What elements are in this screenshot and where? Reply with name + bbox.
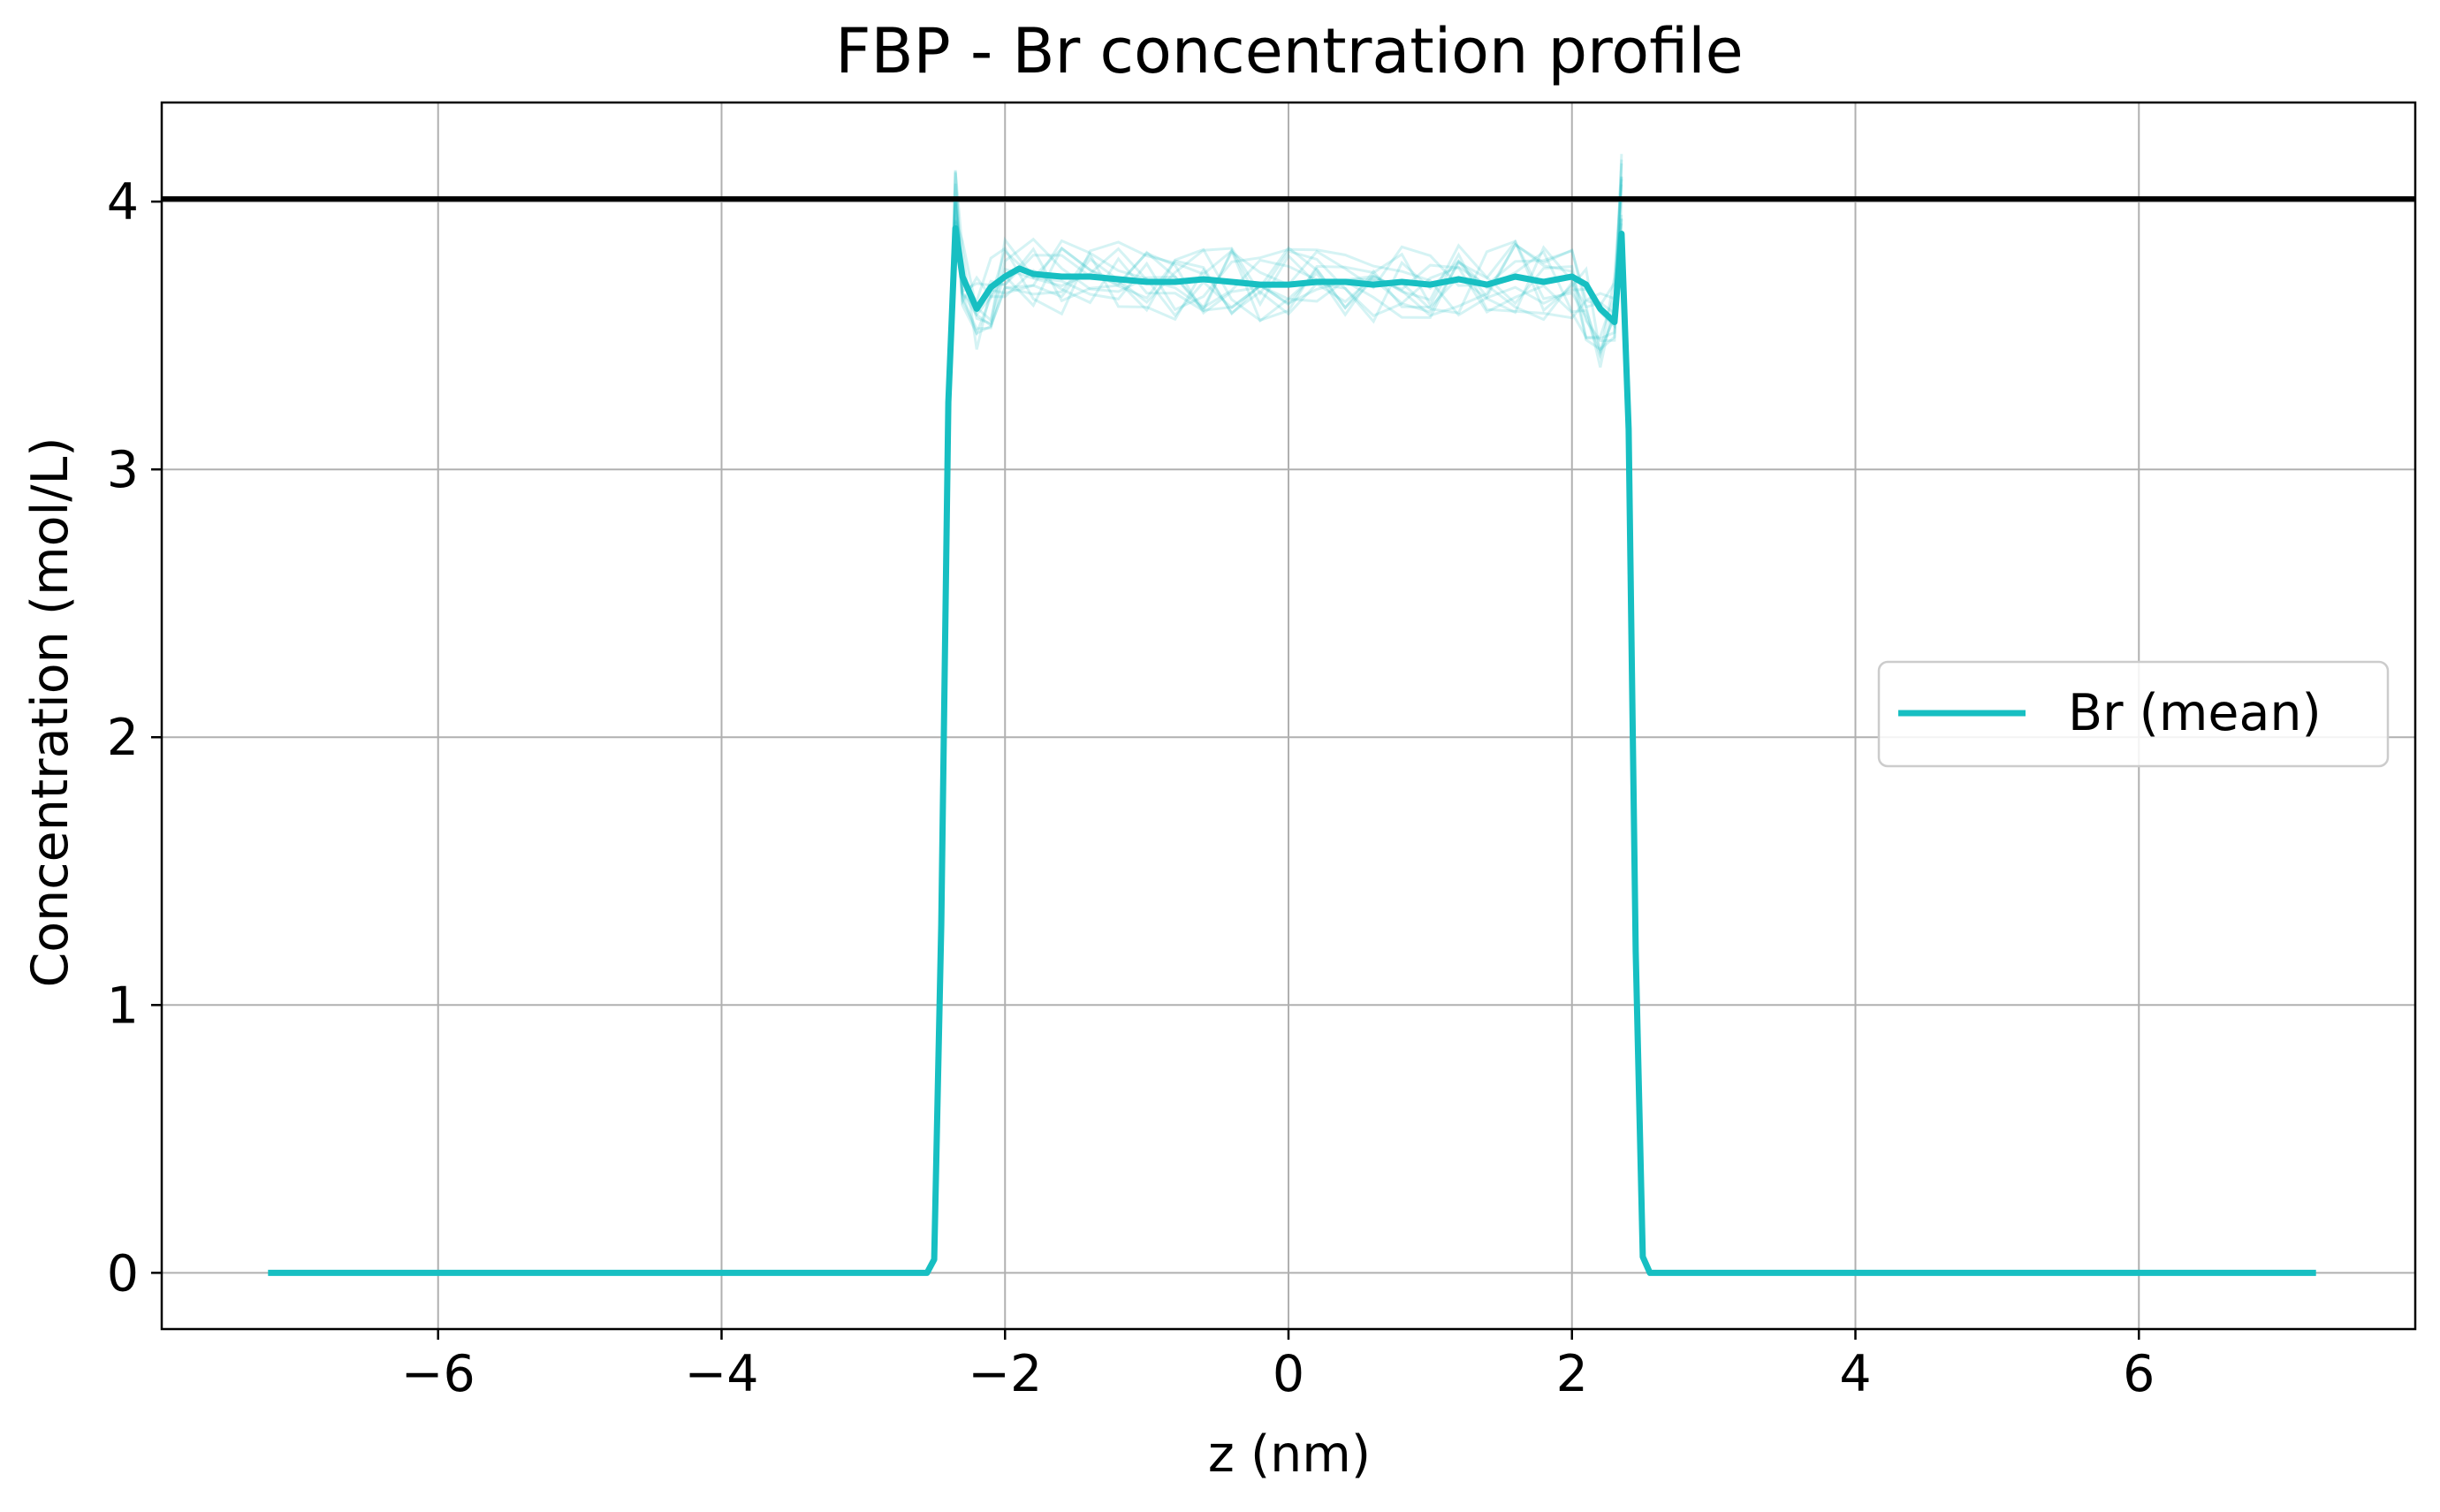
replicate-line [946, 159, 1623, 403]
replicate-line [946, 201, 1623, 434]
legend: Br (mean) [1877, 660, 2390, 768]
legend-box [1877, 660, 2390, 768]
x-tick-label: 4 [1839, 1345, 1871, 1403]
x-tick-label: 6 [2123, 1345, 2155, 1403]
replicate-line [946, 200, 1623, 374]
series-group [268, 224, 2316, 1276]
x-axis-ticks: −6 −4 −2 0 2 4 6 [401, 1329, 2155, 1403]
y-axis-ticks: 0 1 2 3 4 [107, 173, 162, 1303]
y-axis-label: Concentration (mol/L) [21, 437, 80, 987]
replicate-line [946, 170, 1623, 423]
series-line-br-mean [268, 224, 2316, 1276]
replicate-line [946, 154, 1623, 369]
replicate-line [946, 198, 1623, 440]
y-tick-label: 0 [107, 1244, 139, 1303]
x-tick-label: 0 [1273, 1345, 1304, 1403]
chart-title: FBP - Br concentration profile [835, 15, 1743, 87]
replicate-line [946, 176, 1623, 407]
y-tick-label: 1 [107, 976, 139, 1035]
y-tick-label: 3 [107, 441, 139, 499]
replicate-line [946, 171, 1623, 431]
x-tick-label: 2 [1556, 1345, 1588, 1403]
legend-label: Br (mean) [2068, 684, 2322, 742]
x-tick-label: −4 [684, 1345, 758, 1403]
x-tick-label: −6 [401, 1345, 475, 1403]
x-tick-label: −2 [968, 1345, 1042, 1403]
y-tick-label: 2 [107, 709, 139, 767]
x-axis-label: z (nm) [1208, 1425, 1371, 1484]
replicate-line [946, 172, 1623, 381]
y-tick-label: 4 [107, 173, 139, 232]
replicate-line [946, 177, 1623, 390]
